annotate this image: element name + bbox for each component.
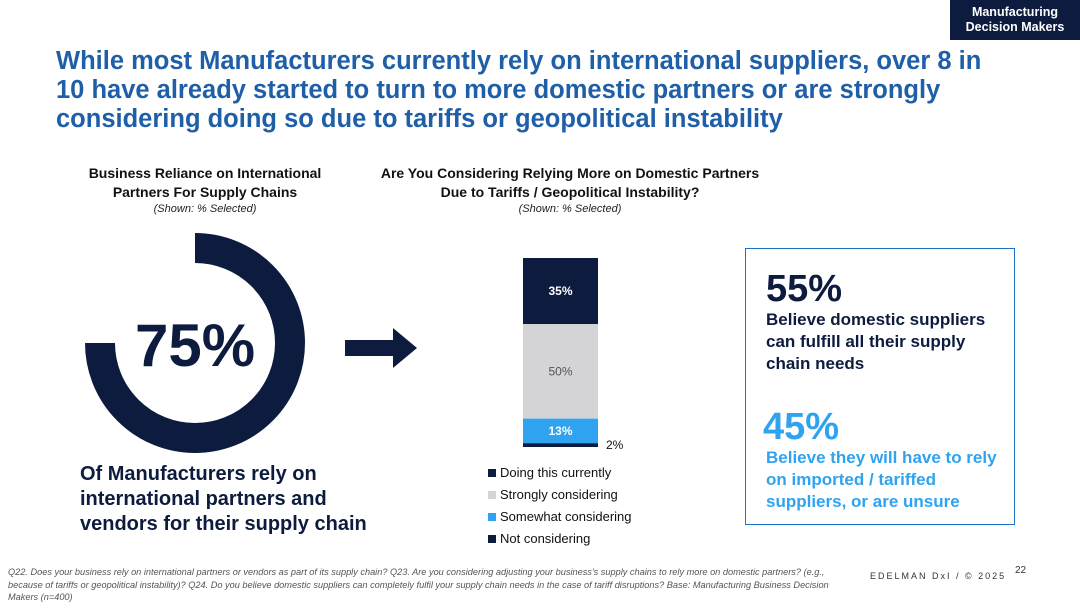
bar-segment-label-3: 13%	[548, 424, 572, 438]
stacked-bar-chart: 35% 50% 13% 2%	[523, 258, 624, 452]
donut-caption: Of Manufacturers rely on international p…	[80, 463, 367, 535]
audience-tag-line1: Manufacturing	[971, 5, 1059, 19]
legend-label: Somewhat considering	[500, 509, 632, 524]
legend-item: Not considering	[488, 528, 632, 550]
bar-segment-2	[523, 324, 598, 419]
legend-swatch	[488, 513, 496, 521]
donut-chart-title: Business Reliance on International Partn…	[60, 164, 350, 217]
bar-segment-1	[523, 258, 598, 325]
legend-label: Strongly considering	[500, 487, 618, 502]
legend-label: Doing this currently	[500, 465, 612, 480]
bar-segment-3	[523, 418, 598, 444]
legend-swatch	[488, 491, 496, 499]
donut-slice-selected	[85, 233, 305, 453]
donut-chart-title-text: Business Reliance on International Partn…	[88, 165, 322, 200]
legend-item: Somewhat considering	[488, 506, 632, 528]
legend-item: Strongly considering	[488, 484, 632, 506]
page-title: While most Manufacturers currently rely …	[56, 47, 982, 133]
donut-chart-subtitle: (Shown: % Selected)	[153, 203, 257, 215]
legend-label: Not considering	[500, 531, 591, 546]
brand-footer: EDELMAN DxI / © 2025	[870, 571, 1007, 581]
arrow-right-icon	[345, 328, 417, 368]
audience-tag-line2: Decision Makers	[965, 20, 1065, 34]
page-number: 22	[1015, 565, 1027, 576]
bar-segment-label-4: 2%	[606, 438, 624, 452]
stat-callout-box: 55% Believe domestic suppliers can fulfi…	[745, 248, 1015, 525]
donut-chart	[85, 233, 305, 453]
legend-item: Doing this currently	[488, 462, 632, 484]
audience-tag: Manufacturing Decision Makers	[950, 0, 1080, 40]
bar-chart-title-text: Are You Considering Relying More on Dome…	[380, 165, 760, 200]
bar-chart-legend: Doing this currently Strongly considering…	[488, 462, 632, 550]
bar-segment-label-1: 35%	[548, 284, 572, 298]
footnote: Q22. Does your business rely on internat…	[8, 567, 829, 602]
bar-segment-4	[523, 443, 598, 447]
bar-segment-label-2: 50%	[548, 364, 572, 378]
callout-text-2: Believe they will have to rely on import…	[766, 448, 997, 511]
bar-chart-subtitle: (Shown: % Selected)	[518, 203, 622, 215]
bar-chart-title: Are You Considering Relying More on Dome…	[380, 164, 760, 217]
legend-swatch	[488, 469, 496, 477]
donut-center-value: 75%	[134, 312, 256, 379]
callout-stat-1: 55%	[766, 268, 843, 310]
callout-text-1: Believe domestic suppliers can fulfill a…	[766, 310, 986, 373]
legend-swatch	[488, 535, 496, 543]
callout-stat-2: 45%	[763, 406, 840, 448]
